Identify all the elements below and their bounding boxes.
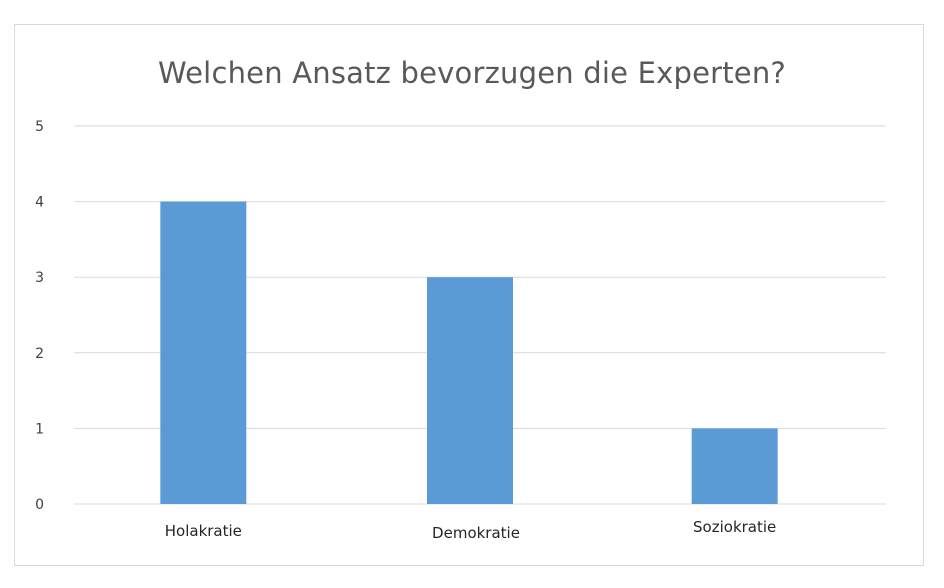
y-tick-label: 3 (35, 270, 44, 286)
y-tick-label: 4 (35, 195, 44, 211)
y-tick-label: 2 (35, 346, 44, 362)
x-tick-label: Demokratie (432, 524, 520, 542)
x-tick-label: Soziokratie (693, 518, 776, 536)
y-axis: 0 1 2 3 4 5 (35, 119, 44, 513)
x-tick-label: Holakratie (165, 522, 242, 540)
y-tick-label: 5 (35, 119, 44, 135)
y-tick-label: 1 (35, 421, 44, 437)
bar-soziokratie (691, 428, 778, 504)
y-tick-label: 0 (35, 497, 44, 513)
chart-title: Welchen Ansatz bevorzugen die Experten? (157, 56, 787, 90)
bars (160, 201, 778, 504)
bar-holakratie (160, 201, 247, 504)
bar-demokratie (427, 277, 513, 504)
x-axis: Holakratie Demokratie Soziokratie (165, 518, 777, 542)
